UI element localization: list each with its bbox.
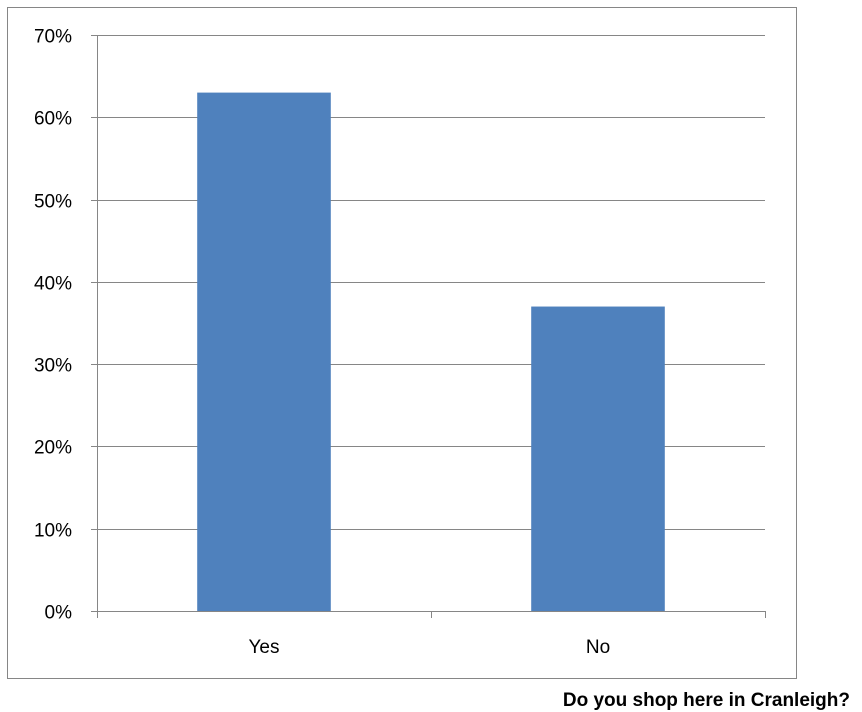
bar-yes (197, 92, 331, 612)
chart-frame (7, 7, 797, 679)
y-tick-label: 20% (34, 438, 72, 459)
question-caption: Do you shop here in Cranleigh? (562, 690, 850, 711)
tick-labels: 0% 10% 20% 30% 40% 50% 60% 70% Yes No (34, 27, 610, 659)
y-tick-label: 60% (34, 109, 72, 130)
x-tick-label: Yes (249, 637, 280, 658)
y-tick-label: 0% (45, 603, 73, 624)
y-tick-label: 30% (34, 356, 72, 377)
y-tick-label: 50% (34, 192, 72, 213)
y-tick-label: 70% (34, 27, 72, 48)
y-tick-label: 10% (34, 521, 72, 542)
axes (91, 35, 766, 618)
y-tick-label: 40% (34, 274, 72, 295)
x-tick-label: No (586, 637, 610, 658)
bar-no (531, 306, 665, 611)
bars (197, 92, 665, 612)
